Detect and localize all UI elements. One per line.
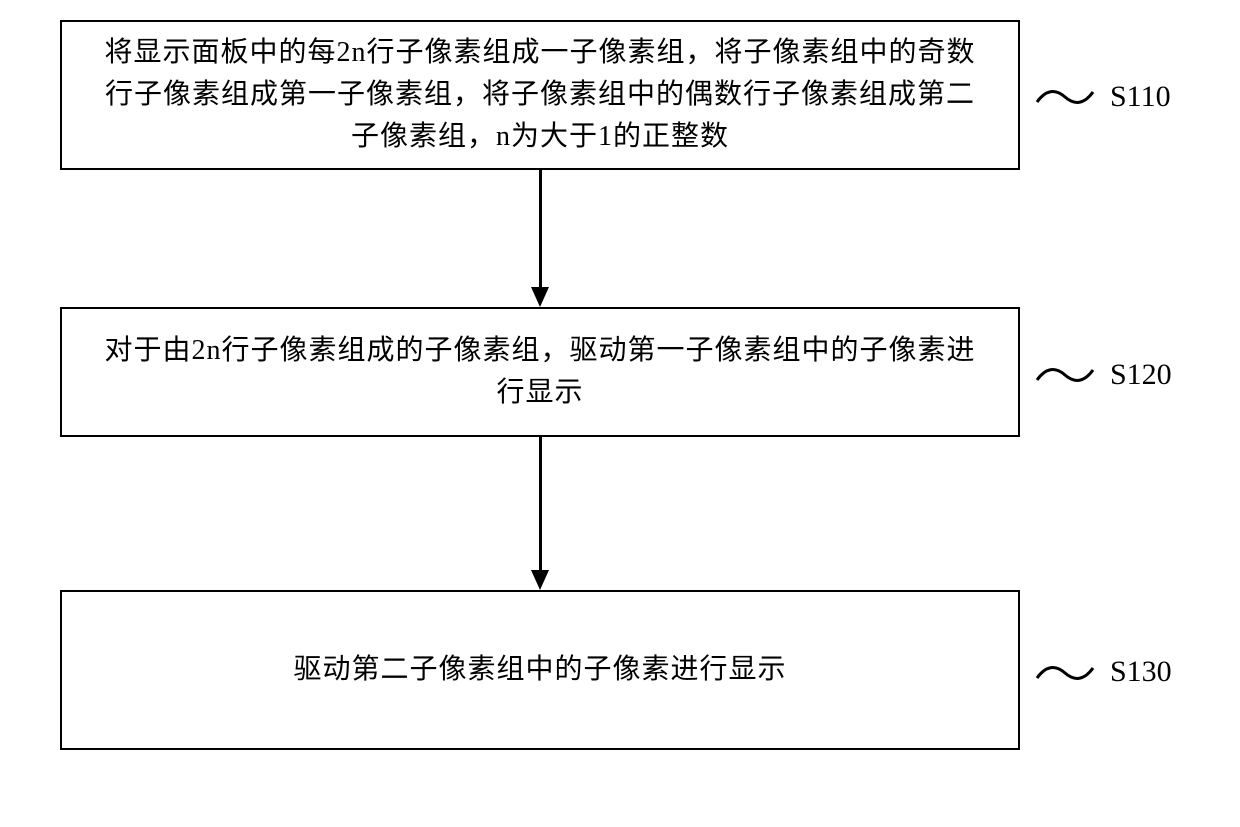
arrow-s110-s120 [539, 170, 542, 287]
step-label-s110: S110 [1110, 80, 1171, 114]
step-text-s130: 驱动第二子像素组中的子像素进行显示 [293, 649, 786, 691]
step-text-s120: 对于由2n行子像素组成的子像素组，驱动第一子像素组中的子像素进行显示 [92, 330, 988, 414]
flowchart-canvas: 将显示面板中的每2n行子像素组成一子像素组，将子像素组中的奇数行子像素组成第一子… [0, 0, 1240, 827]
connector-tilde-s120 [1035, 360, 1095, 390]
connector-tilde-s130 [1035, 658, 1095, 688]
connector-tilde-s110 [1035, 82, 1095, 112]
step-box-s110: 将显示面板中的每2n行子像素组成一子像素组，将子像素组中的奇数行子像素组成第一子… [60, 20, 1020, 170]
arrow-s120-s130 [539, 437, 542, 570]
arrow-head-s110-s120 [531, 287, 549, 307]
step-box-s120: 对于由2n行子像素组成的子像素组，驱动第一子像素组中的子像素进行显示 [60, 307, 1020, 437]
step-label-s130: S130 [1110, 655, 1172, 689]
step-label-s120: S120 [1110, 358, 1172, 392]
step-box-s130: 驱动第二子像素组中的子像素进行显示 [60, 590, 1020, 750]
step-text-s110: 将显示面板中的每2n行子像素组成一子像素组，将子像素组中的奇数行子像素组成第一子… [92, 32, 988, 158]
arrow-head-s120-s130 [531, 570, 549, 590]
